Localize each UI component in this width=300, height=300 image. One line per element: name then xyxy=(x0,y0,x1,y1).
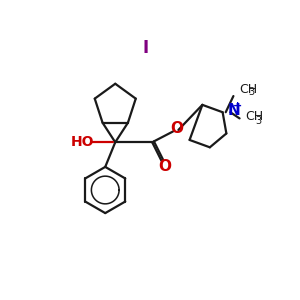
Text: CH: CH xyxy=(240,82,258,96)
Text: 3: 3 xyxy=(249,87,255,97)
Text: O: O xyxy=(170,121,183,136)
Text: CH: CH xyxy=(246,110,264,123)
Text: 3: 3 xyxy=(255,116,261,127)
Text: N: N xyxy=(227,103,240,118)
Text: HO: HO xyxy=(71,135,95,149)
Text: O: O xyxy=(158,159,171,174)
Text: I: I xyxy=(143,38,149,56)
Text: +: + xyxy=(232,101,242,111)
